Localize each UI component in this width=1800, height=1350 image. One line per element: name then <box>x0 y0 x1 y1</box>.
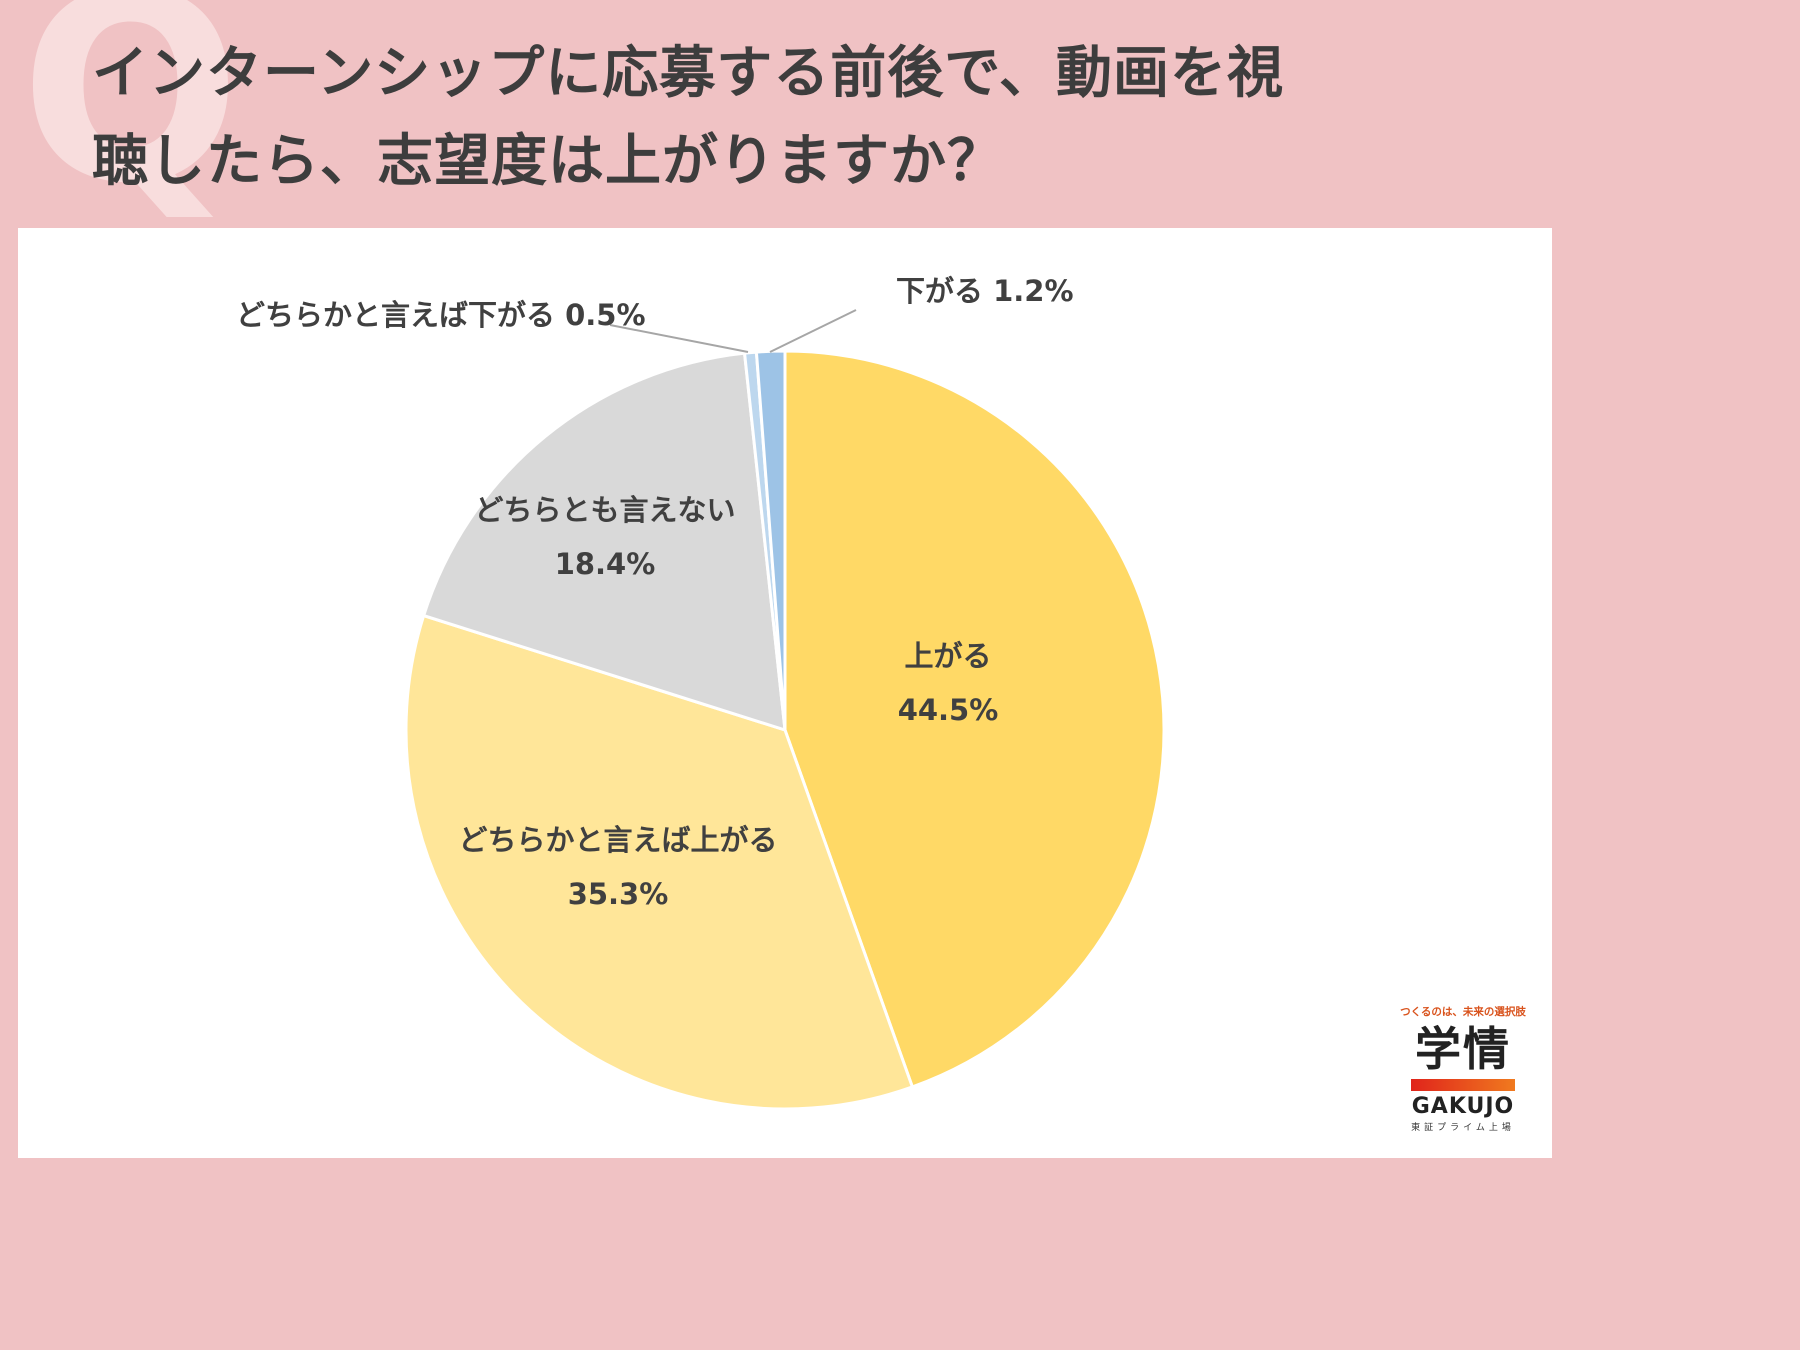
slice-5-label: 下がる 1.2% <box>896 274 1074 308</box>
logo-kanji: 学情 <box>1415 1022 1511 1076</box>
title-line-2: 聴したら、志望度は上がりますか？ <box>92 129 1004 194</box>
slice-3-label: どちらとも言えない <box>474 493 735 527</box>
slice-5-leader-line <box>769 309 857 353</box>
slice-1-label: 上がる <box>904 639 991 673</box>
chart-panel: 上がる 44.5% どちらかと言えば上がる 35.3% どちらとも言えない 18.4% どち… <box>18 228 1552 1158</box>
title-line-1: インターンシップに応募する前後で、動画を視 <box>92 41 1284 106</box>
slice-3-value-label: 18.4% <box>555 547 656 581</box>
logo-gradient-bar <box>1411 1079 1515 1091</box>
logo-listing: 東証プライム上場 <box>1411 1123 1515 1133</box>
logo-tagline: つくるのは、未来の選択肢 <box>1400 1006 1526 1018</box>
slice-1 <box>783 349 1166 1089</box>
pie-chart: 上がる 44.5% どちらかと言えば上がる 35.3% どちらとも言えない 18.4% どち… <box>236 274 1166 1111</box>
slice-4-leader-line <box>609 324 749 353</box>
gakujo-logo: つくるのは、未来の選択肢 学情 GAKUJO 東証プライム上場 <box>1388 1002 1538 1142</box>
page-title: インターンシップに応募する前後で、動画を視 聴したら、志望度は上がりますか？ <box>92 30 1552 206</box>
slice-3 <box>421 351 787 733</box>
slice-4-label: どちらかと言えば下がる 0.5% <box>236 298 646 332</box>
slice-2 <box>404 613 915 1111</box>
slice-1-value-label: 44.5% <box>898 693 999 727</box>
slice-2-value-label: 35.3% <box>568 877 669 911</box>
logo-name: GAKUJO <box>1411 1094 1515 1119</box>
slice-2-label: どちらかと言えば上がる <box>458 823 777 857</box>
